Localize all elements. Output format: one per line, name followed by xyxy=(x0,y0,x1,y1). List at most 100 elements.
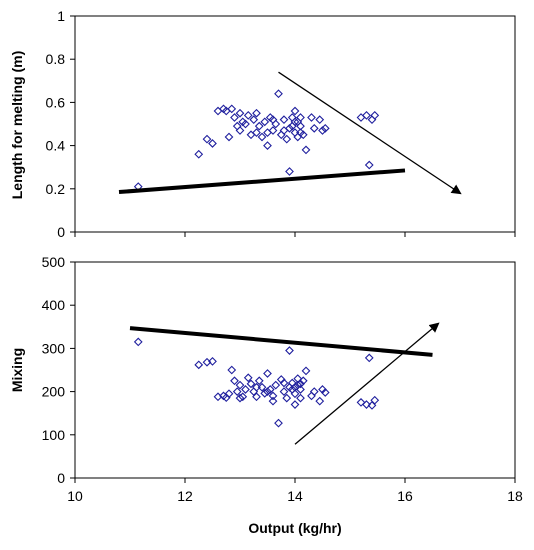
trend-arrow xyxy=(294,322,440,445)
data-point xyxy=(268,396,278,406)
data-point xyxy=(282,134,292,144)
melting-length-tick-labels: 0 0.2 0.4 0.6 0.8 1 xyxy=(46,8,66,240)
plot-frame xyxy=(74,15,516,233)
data-point xyxy=(224,132,234,142)
data-point xyxy=(282,393,292,403)
data-point xyxy=(290,117,300,127)
y-tick-label: 0.4 xyxy=(46,138,66,154)
data-point xyxy=(257,132,267,142)
data-point xyxy=(320,123,330,133)
data-point xyxy=(260,388,270,398)
data-point xyxy=(290,382,300,392)
data-point xyxy=(315,115,325,125)
data-point xyxy=(364,353,374,363)
data-point xyxy=(296,393,305,403)
data-point xyxy=(307,391,316,401)
data-point xyxy=(309,123,319,133)
data-point xyxy=(279,387,289,396)
data-point xyxy=(254,121,264,131)
data-point xyxy=(227,365,237,375)
data-point xyxy=(301,366,311,376)
x-tick-label: 12 xyxy=(177,488,193,504)
data-point xyxy=(268,126,278,135)
data-point xyxy=(370,110,380,120)
data-point xyxy=(263,141,272,150)
x-tick-label: 18 xyxy=(507,488,523,504)
data-point xyxy=(293,117,303,127)
data-point xyxy=(246,379,256,389)
trend-line xyxy=(118,168,406,195)
data-point xyxy=(290,106,300,116)
melting-length-panel: 0 0.2 0.4 0.6 0.8 1 Length for melting (m) xyxy=(9,8,516,240)
y-tick-label: 300 xyxy=(42,340,66,356)
data-point xyxy=(252,392,261,402)
data-point xyxy=(252,108,261,118)
data-point xyxy=(249,115,259,125)
data-point xyxy=(307,113,316,122)
data-point xyxy=(290,400,300,409)
data-point xyxy=(370,395,380,405)
y-tick-label: 200 xyxy=(42,384,66,400)
data-point xyxy=(268,391,278,401)
data-point xyxy=(241,119,250,129)
data-point xyxy=(241,385,250,394)
data-point xyxy=(230,113,239,122)
data-point xyxy=(254,376,264,386)
data-point xyxy=(362,400,371,409)
data-point xyxy=(279,378,289,388)
data-point xyxy=(232,387,242,396)
data-point xyxy=(356,398,366,407)
data-point xyxy=(224,389,234,399)
data-point xyxy=(364,160,374,170)
data-point xyxy=(301,145,311,155)
plot-frame xyxy=(74,261,516,479)
x-axis-title: Output (kg/hr) xyxy=(248,520,341,536)
data-point xyxy=(194,360,204,370)
data-point xyxy=(235,393,245,403)
data-point xyxy=(252,382,261,392)
y-tick-label: 1 xyxy=(57,8,65,24)
data-point xyxy=(296,128,305,138)
data-point xyxy=(133,337,143,347)
y-tick-label: 0 xyxy=(57,224,65,240)
x-tick-label: 16 xyxy=(397,488,413,504)
data-point xyxy=(285,346,294,355)
data-point xyxy=(285,123,294,133)
y-tick-label: 0.8 xyxy=(46,51,66,67)
data-point xyxy=(279,115,289,125)
y-tick-label: 0.6 xyxy=(46,94,66,110)
mixing-tick-labels: 0 100 200 300 400 500 10 12 14 16 18 xyxy=(42,254,523,504)
y-tick-label: 500 xyxy=(42,254,66,270)
y-tick-label: 400 xyxy=(42,297,66,313)
data-point xyxy=(268,115,278,125)
data-point xyxy=(227,104,237,114)
trend-arrow xyxy=(278,71,462,195)
data-point xyxy=(367,115,377,125)
melting-length-y-axis-title: Length for melting (m) xyxy=(9,51,25,200)
data-point xyxy=(263,369,272,378)
data-point xyxy=(230,376,239,386)
data-point xyxy=(243,110,253,120)
data-point xyxy=(263,387,272,396)
y-tick-label: 100 xyxy=(42,427,66,443)
data-point xyxy=(274,89,283,99)
x-tick-label: 14 xyxy=(287,488,303,504)
data-point xyxy=(276,130,286,140)
y-tick-label: 0.2 xyxy=(46,181,66,197)
data-point xyxy=(298,130,308,140)
data-point xyxy=(232,121,242,131)
data-point xyxy=(274,418,283,428)
data-point xyxy=(235,108,245,118)
data-point xyxy=(194,149,204,159)
data-point xyxy=(235,126,245,135)
data-point xyxy=(260,117,270,127)
trend-line xyxy=(129,326,433,357)
data-point xyxy=(279,126,289,135)
data-point xyxy=(271,380,281,390)
data-point xyxy=(309,387,319,396)
data-point xyxy=(362,110,371,120)
data-point xyxy=(296,113,305,122)
data-point xyxy=(235,380,245,390)
mixing-panel: 0 100 200 300 400 500 10 12 14 16 18 Mixing Output… xyxy=(9,254,523,536)
